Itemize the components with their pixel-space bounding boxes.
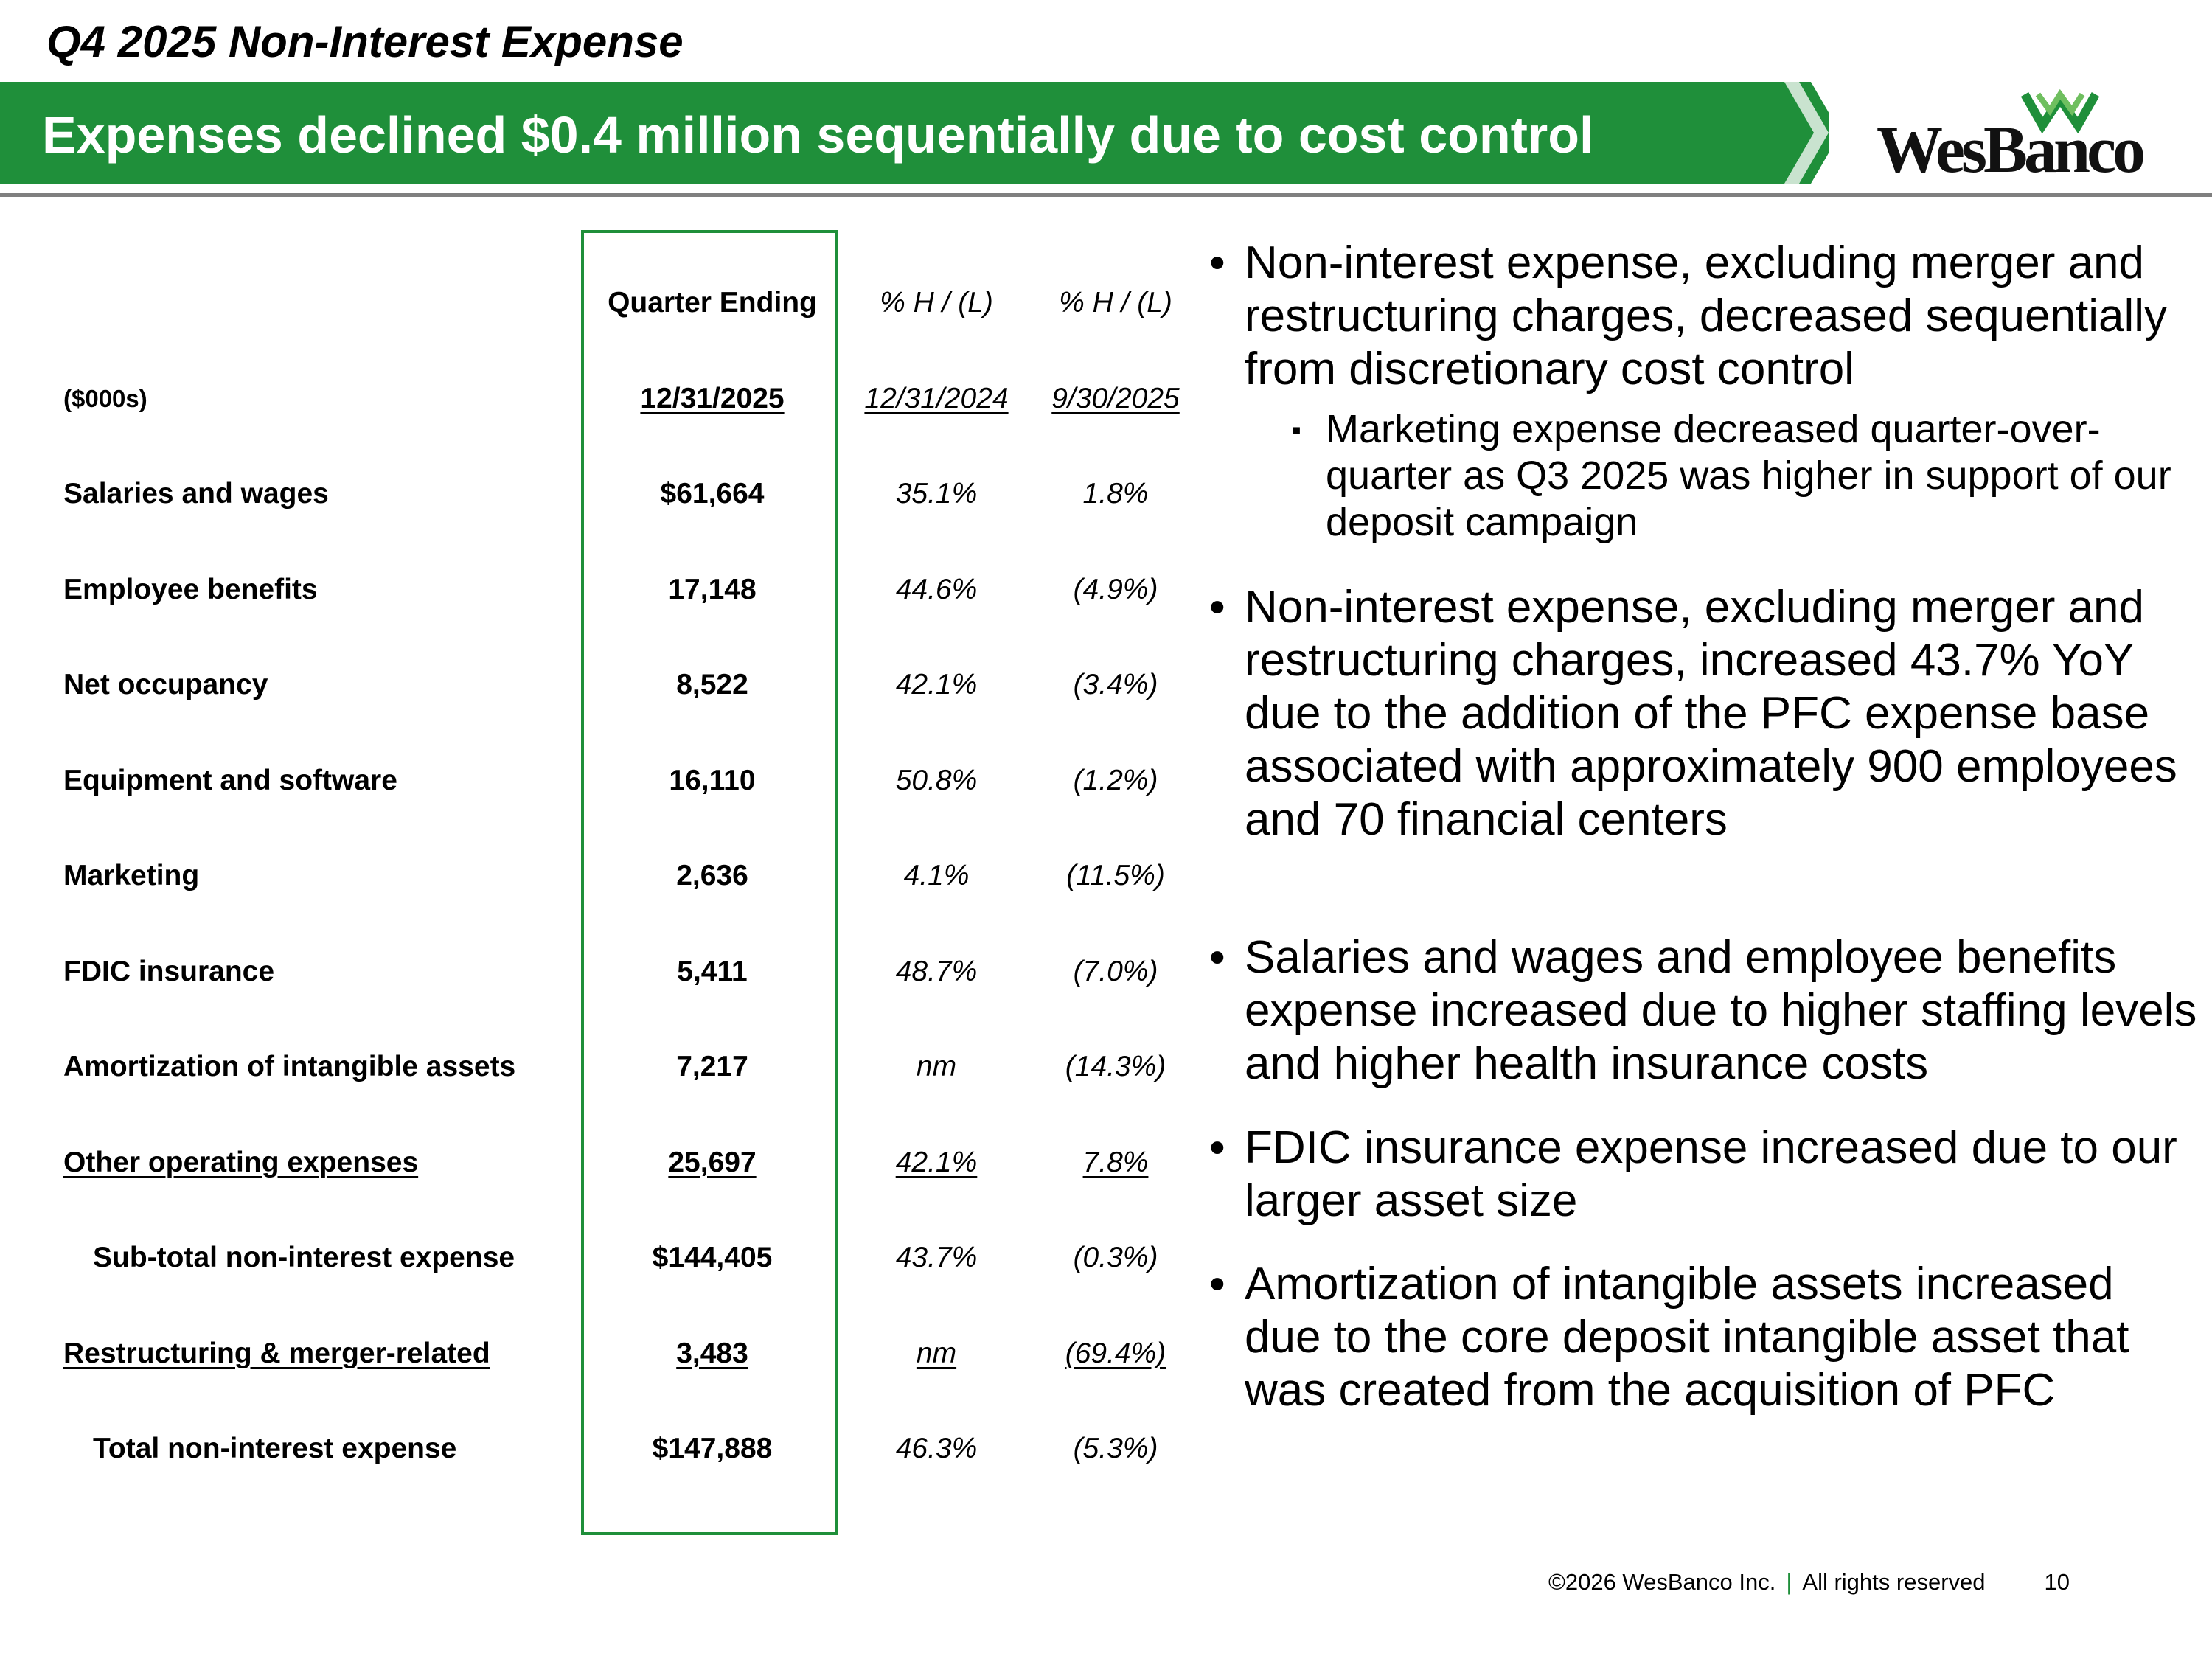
column-date: 12/31/2024 — [864, 383, 1009, 414]
cell-value: (7.0%) — [1073, 955, 1158, 987]
column-date: 9/30/2025 — [1051, 383, 1180, 414]
bullet-text: Amortization of intangible assets increa… — [1245, 1259, 2129, 1416]
cell-value: 44.6% — [895, 573, 978, 605]
cell-value: 2,636 — [676, 860, 748, 891]
row-label: Net occupancy — [63, 669, 268, 700]
column-header: % H / (L) — [880, 287, 993, 319]
cell-value: 7.8% — [1082, 1146, 1149, 1178]
cell-value: 42.1% — [895, 1146, 978, 1178]
column-date: 12/31/2025 — [640, 383, 785, 414]
bullet-text: FDIC insurance expense increased due to … — [1245, 1122, 2177, 1226]
row-label: Restructuring & merger-related — [63, 1337, 490, 1369]
bullet: FDIC insurance expense increased due to … — [1209, 1121, 2197, 1228]
slide-title: Q4 2025 Non-Interest Expense — [46, 17, 684, 66]
footer: ©2026 WesBanco Inc. | All rights reserved 1… — [1548, 1569, 2070, 1596]
cell-value: 1.8% — [1082, 478, 1149, 509]
divider — [0, 193, 2212, 197]
cell-value: 25,697 — [668, 1146, 757, 1178]
bullet: Salaries and wages and employee benefits… — [1209, 931, 2197, 1091]
bullet: Amortization of intangible assets increa… — [1209, 1258, 2197, 1417]
cell-value: 17,148 — [668, 573, 757, 605]
cell-value: 50.8% — [895, 764, 978, 796]
row-label: Total non-interest expense — [93, 1433, 457, 1464]
row-label: Equipment and software — [63, 764, 397, 796]
cell-value: (14.3%) — [1065, 1051, 1166, 1082]
cell-value: $147,888 — [652, 1433, 773, 1464]
highlight-box — [581, 230, 838, 1535]
bullet: Non-interest expense, excluding merger a… — [1209, 581, 2197, 846]
cell-value: 4.1% — [903, 860, 970, 891]
logo: WesBanco — [1877, 114, 2146, 187]
units-label: ($000s) — [63, 385, 147, 412]
cell-value: 8,522 — [676, 669, 748, 700]
cell-value: (11.5%) — [1066, 860, 1165, 891]
cell-value: 5,411 — [677, 955, 748, 987]
cell-value: 16,110 — [669, 764, 756, 796]
separator: | — [1786, 1569, 1792, 1595]
cell-value: 46.3% — [895, 1433, 978, 1464]
cell-value: nm — [916, 1051, 957, 1082]
cell-value: 35.1% — [895, 478, 978, 509]
row-label: FDIC insurance — [63, 955, 275, 987]
column-header: Quarter Ending — [608, 287, 817, 319]
row-label: Employee benefits — [63, 573, 318, 605]
bullet-text: Salaries and wages and employee benefits… — [1245, 932, 2197, 1089]
row-label: Sub-total non-interest expense — [93, 1242, 515, 1273]
bullet-text: Non-interest expense, excluding merger a… — [1245, 582, 2177, 845]
cell-value: 42.1% — [895, 669, 978, 700]
cell-value: nm — [916, 1337, 957, 1369]
cell-value: (0.3%) — [1073, 1242, 1158, 1273]
cell-value: (4.9%) — [1073, 573, 1158, 605]
banner — [0, 82, 1829, 184]
row-label: Other operating expenses — [63, 1146, 419, 1178]
sub-bullet: Marketing expense decreased quarter-over… — [1245, 406, 2197, 546]
copyright: ©2026 WesBanco Inc. — [1548, 1569, 1776, 1595]
row-label: Salaries and wages — [63, 478, 329, 509]
rights: All rights reserved — [1802, 1569, 1986, 1595]
cell-value: (1.2%) — [1073, 764, 1158, 796]
row-label: Marketing — [63, 860, 200, 891]
cell-value: 7,217 — [676, 1051, 748, 1082]
cell-value: (5.3%) — [1073, 1433, 1158, 1464]
cell-value: $61,664 — [660, 478, 765, 509]
cell-value: 48.7% — [895, 955, 978, 987]
row-label: Amortization of intangible assets — [63, 1051, 516, 1082]
column-header: % H / (L) — [1059, 287, 1172, 319]
bullet: Non-interest expense, excluding merger a… — [1209, 237, 2197, 546]
bullet-text: Non-interest expense, excluding merger a… — [1245, 237, 2168, 394]
cell-value: 43.7% — [895, 1242, 978, 1273]
page-number: 10 — [2044, 1569, 2070, 1595]
cell-value: (3.4%) — [1073, 669, 1158, 700]
logo-icon — [2020, 88, 2100, 133]
banner-text: Expenses declined $0.4 million sequentia… — [42, 106, 1594, 164]
cell-value: (69.4%) — [1065, 1337, 1166, 1369]
cell-value: 3,483 — [676, 1337, 748, 1369]
cell-value: $144,405 — [652, 1242, 773, 1273]
